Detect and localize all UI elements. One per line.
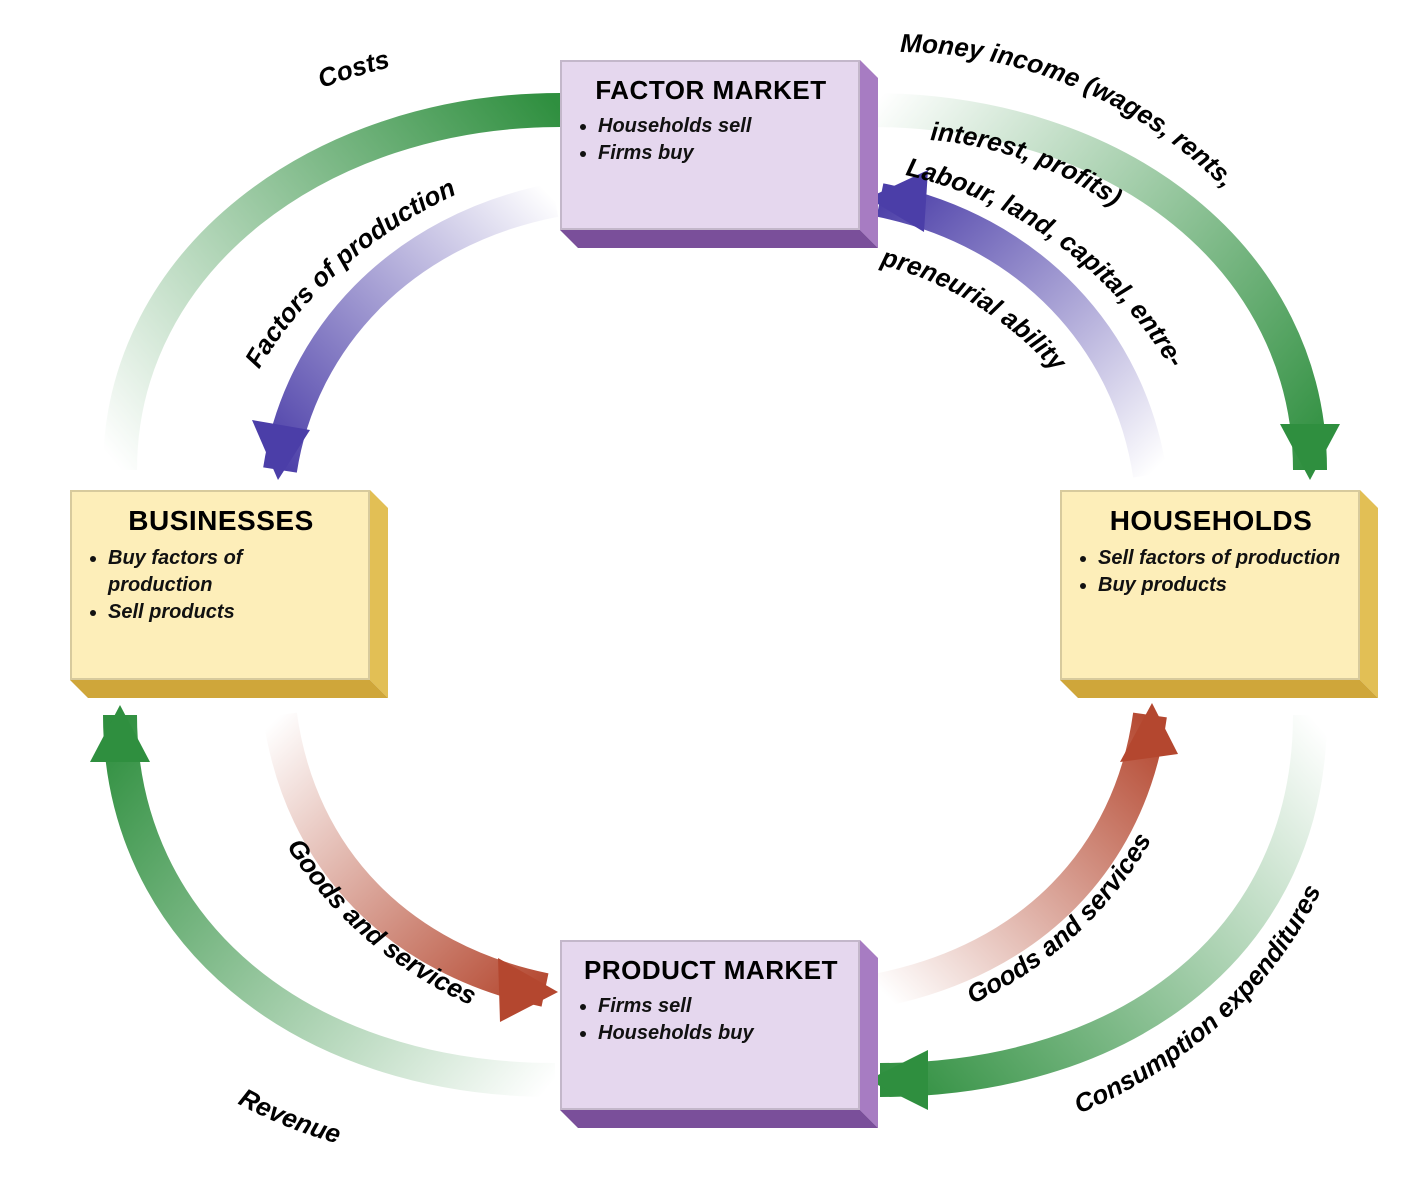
- svg-text:Goods and services: Goods and services: [281, 833, 481, 1011]
- label-money-income-2: interest, profits): [929, 116, 1127, 212]
- label-consumption: Consumption expenditures: [1069, 880, 1326, 1120]
- label-labour-1: Labour, land, capital, entre-: [904, 152, 1192, 373]
- label-factors-of-production: Factors of production: [239, 172, 460, 372]
- list-item: Sell products: [108, 599, 352, 626]
- label-goods-services-left: Goods and services: [281, 833, 481, 1011]
- arrow-costs: [120, 110, 560, 470]
- circular-flow-diagram: Costs Money income (wages, rents, intere…: [0, 0, 1425, 1200]
- svg-text:Consumption expenditures: Consumption expenditures: [1069, 880, 1326, 1120]
- list-item: Households sell: [598, 113, 842, 140]
- businesses-title: BUSINESSES: [90, 506, 352, 537]
- arrow-goods-services-right: [880, 703, 1178, 990]
- svg-text:Money income (wages, rents,: Money income (wages, rents,: [900, 28, 1242, 193]
- factor-market-bullets: Households sell Firms buy: [580, 113, 842, 167]
- label-money-income-1: Money income (wages, rents,: [900, 28, 1242, 193]
- node-product-market: PRODUCT MARKET Firms sell Households buy: [560, 940, 860, 1110]
- arrow-revenue: [90, 705, 555, 1080]
- label-labour-2: preneurial ability: [878, 241, 1074, 377]
- arrow-money-income: [870, 110, 1340, 480]
- svg-text:Costs: Costs: [314, 44, 393, 94]
- node-factor-market: FACTOR MARKET Households sell Firms buy: [560, 60, 860, 230]
- svg-text:Goods and services: Goods and services: [962, 827, 1157, 1009]
- svg-text:Factors of production: Factors of production: [239, 172, 460, 372]
- node-households: HOUSEHOLDS Sell factors of production Bu…: [1060, 490, 1360, 680]
- list-item: Buy products: [1098, 572, 1342, 599]
- arrow-labour-land: [868, 170, 1150, 475]
- list-item: Buy factors of production: [108, 545, 352, 599]
- svg-text:interest, profits): interest, profits): [929, 116, 1127, 212]
- svg-text:Labour, land, capital, entre-: Labour, land, capital, entre-: [904, 152, 1192, 373]
- label-goods-services-right: Goods and services: [962, 827, 1157, 1009]
- label-costs: Costs: [314, 44, 393, 94]
- businesses-bullets: Buy factors of production Sell products: [90, 545, 352, 626]
- svg-text:preneurial ability: preneurial ability: [878, 241, 1074, 377]
- arrow-consumption: [868, 715, 1310, 1110]
- list-item: Firms buy: [598, 140, 842, 167]
- list-item: Firms sell: [598, 993, 842, 1020]
- households-bullets: Sell factors of production Buy products: [1080, 545, 1342, 599]
- households-title: HOUSEHOLDS: [1080, 506, 1342, 537]
- product-market-title: PRODUCT MARKET: [580, 956, 842, 985]
- product-market-bullets: Firms sell Households buy: [580, 993, 842, 1047]
- factor-market-title: FACTOR MARKET: [580, 76, 842, 105]
- list-item: Households buy: [598, 1020, 842, 1047]
- arrow-goods-services-left: [280, 715, 558, 1022]
- list-item: Sell factors of production: [1098, 545, 1342, 572]
- arrow-factors-of-production: [252, 200, 555, 480]
- node-businesses: BUSINESSES Buy factors of production Sel…: [70, 490, 370, 680]
- svg-text:Revenue: Revenue: [234, 1082, 344, 1149]
- label-revenue: Revenue: [234, 1082, 344, 1149]
